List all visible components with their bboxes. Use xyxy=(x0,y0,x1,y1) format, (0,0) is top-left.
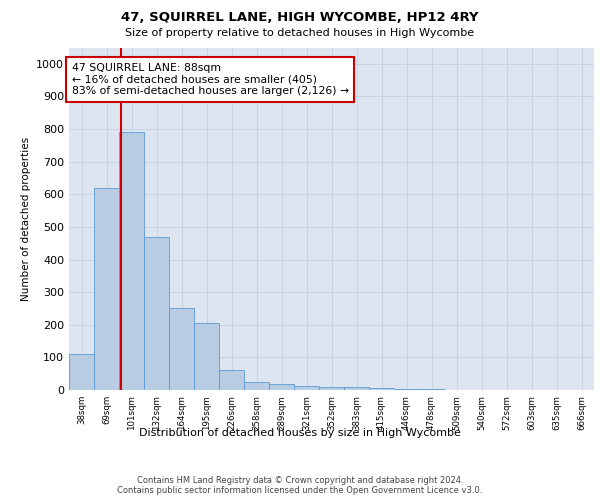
Bar xyxy=(369,388,394,390)
Text: 47, SQUIRREL LANE, HIGH WYCOMBE, HP12 4RY: 47, SQUIRREL LANE, HIGH WYCOMBE, HP12 4R… xyxy=(121,11,479,24)
Text: 47 SQUIRREL LANE: 88sqm
← 16% of detached houses are smaller (405)
83% of semi-d: 47 SQUIRREL LANE: 88sqm ← 16% of detache… xyxy=(71,63,349,96)
Y-axis label: Number of detached properties: Number of detached properties xyxy=(20,136,31,301)
Bar xyxy=(169,308,194,390)
Bar xyxy=(269,384,294,390)
Text: Contains HM Land Registry data © Crown copyright and database right 2024.
Contai: Contains HM Land Registry data © Crown c… xyxy=(118,476,482,495)
Text: Distribution of detached houses by size in High Wycombe: Distribution of detached houses by size … xyxy=(139,428,461,438)
Text: Size of property relative to detached houses in High Wycombe: Size of property relative to detached ho… xyxy=(125,28,475,38)
Bar xyxy=(319,386,344,390)
Bar xyxy=(394,389,419,390)
Bar xyxy=(219,370,244,390)
Bar xyxy=(194,323,219,390)
Bar xyxy=(244,382,269,390)
Bar xyxy=(144,236,169,390)
Bar xyxy=(119,132,144,390)
Bar xyxy=(294,386,319,390)
Bar xyxy=(69,354,94,390)
Bar xyxy=(94,188,119,390)
Bar xyxy=(344,388,369,390)
